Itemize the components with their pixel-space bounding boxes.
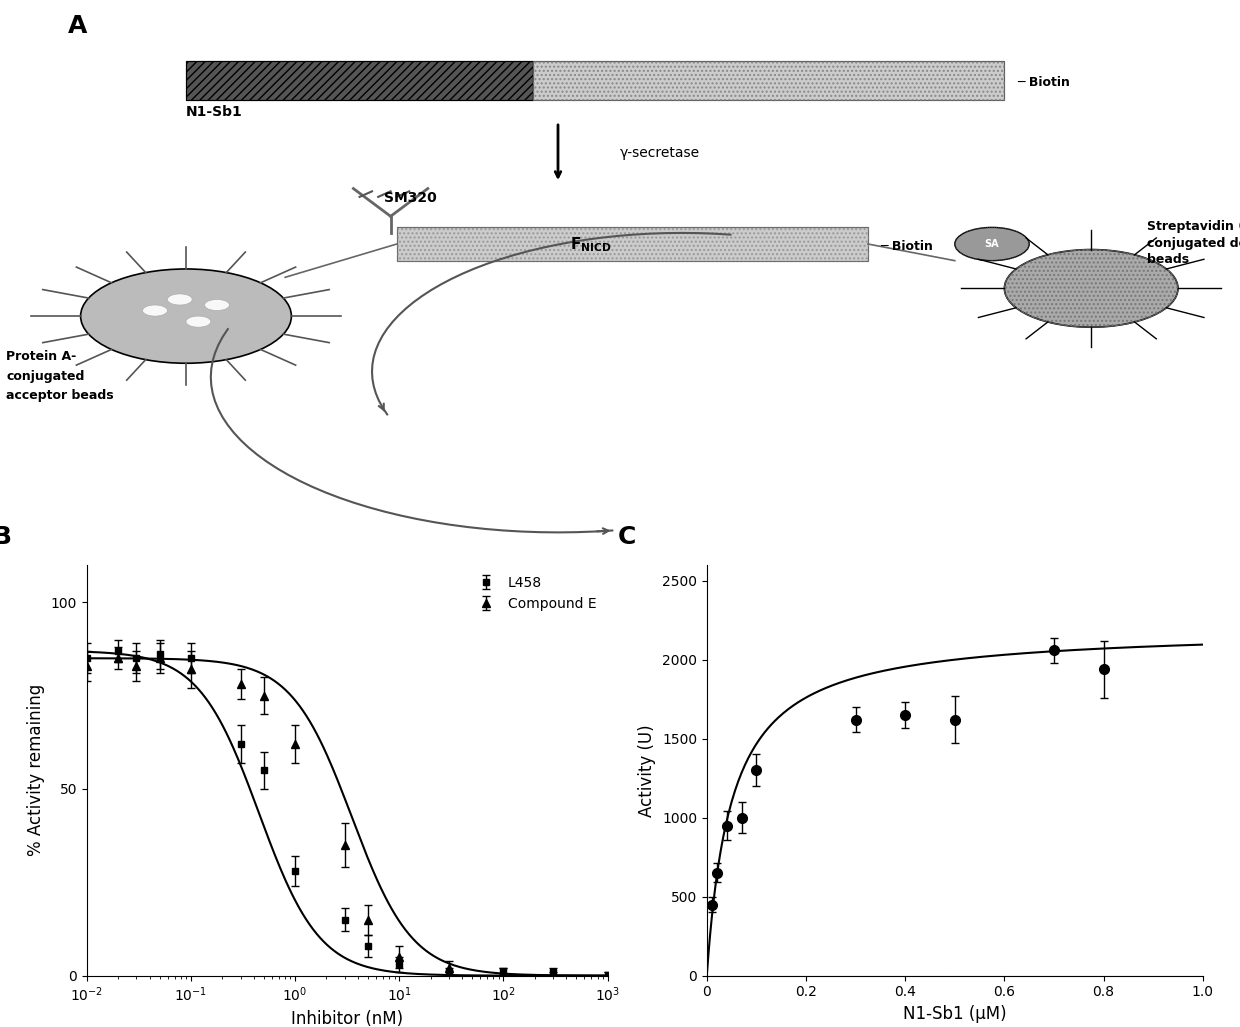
Text: SM320: SM320 xyxy=(384,191,438,205)
Y-axis label: Activity (U): Activity (U) xyxy=(639,724,656,816)
Text: ─ Biotin: ─ Biotin xyxy=(880,240,934,254)
Text: beads: beads xyxy=(1147,254,1189,266)
Text: B: B xyxy=(0,525,12,549)
Circle shape xyxy=(186,316,211,328)
FancyBboxPatch shape xyxy=(533,61,1004,100)
FancyBboxPatch shape xyxy=(186,61,533,100)
Text: Streptavidin (SA)-: Streptavidin (SA)- xyxy=(1147,220,1240,233)
Circle shape xyxy=(167,294,192,305)
Text: conjugated: conjugated xyxy=(6,370,84,383)
Text: N1-Sb1: N1-Sb1 xyxy=(186,106,243,119)
Y-axis label: % Activity remaining: % Activity remaining xyxy=(27,684,45,857)
Text: A: A xyxy=(68,14,88,38)
FancyBboxPatch shape xyxy=(397,227,868,261)
X-axis label: Inhibitor (nM): Inhibitor (nM) xyxy=(291,1010,403,1027)
Circle shape xyxy=(81,269,291,364)
Text: Protein A-: Protein A- xyxy=(6,350,77,364)
Legend: L458, Compound E: L458, Compound E xyxy=(471,572,600,615)
Text: ─ Biotin: ─ Biotin xyxy=(1017,76,1070,88)
Text: acceptor beads: acceptor beads xyxy=(6,389,114,403)
Circle shape xyxy=(955,227,1029,261)
Text: conjugated donor: conjugated donor xyxy=(1147,237,1240,250)
Text: C: C xyxy=(618,525,636,549)
Text: γ-secretase: γ-secretase xyxy=(620,146,701,159)
Circle shape xyxy=(205,300,229,310)
Circle shape xyxy=(143,305,167,316)
Text: $\mathbf{F_{NICD}}$: $\mathbf{F_{NICD}}$ xyxy=(570,236,613,255)
X-axis label: N1-Sb1 (μM): N1-Sb1 (μM) xyxy=(903,1005,1007,1023)
Circle shape xyxy=(1004,250,1178,328)
Text: SA: SA xyxy=(985,239,999,249)
